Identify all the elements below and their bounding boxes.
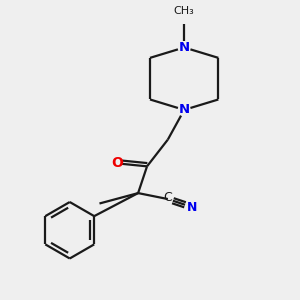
Text: N: N	[186, 202, 197, 214]
Text: N: N	[178, 103, 190, 116]
Text: O: O	[111, 156, 123, 170]
Text: CH₃: CH₃	[174, 6, 195, 16]
Text: C: C	[164, 191, 172, 204]
Text: N: N	[178, 41, 190, 54]
